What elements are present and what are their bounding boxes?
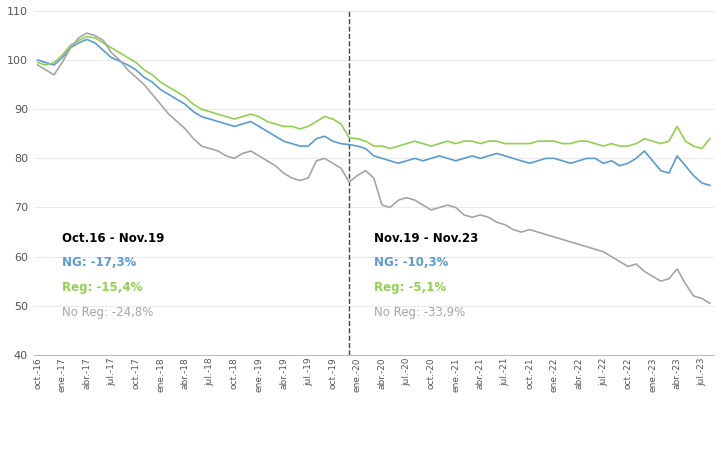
Asal. No Registrados bbox=[443, 202, 452, 208]
Asal. Registrados bbox=[140, 67, 149, 73]
Asal. Registrados bbox=[706, 136, 715, 142]
Text: No Reg: -24,8%: No Reg: -24,8% bbox=[62, 306, 154, 318]
Asal. No Registrados bbox=[33, 62, 42, 68]
Nivel General bbox=[82, 37, 91, 42]
Nivel General bbox=[33, 57, 42, 63]
Text: Nov.19 - Nov.23: Nov.19 - Nov.23 bbox=[373, 232, 478, 245]
Nivel General bbox=[566, 161, 575, 166]
Text: NG: -10,3%: NG: -10,3% bbox=[373, 257, 448, 269]
Text: No Reg: -33,9%: No Reg: -33,9% bbox=[373, 306, 465, 318]
Text: Reg: -15,4%: Reg: -15,4% bbox=[62, 281, 143, 294]
Asal. No Registrados bbox=[82, 30, 91, 36]
Asal. No Registrados bbox=[181, 126, 190, 131]
Nivel General bbox=[443, 156, 452, 161]
Nivel General bbox=[140, 75, 149, 80]
Asal. Registrados bbox=[451, 141, 460, 147]
Line: Asal. No Registrados: Asal. No Registrados bbox=[37, 33, 710, 303]
Nivel General bbox=[525, 161, 534, 166]
Asal. No Registrados bbox=[74, 35, 83, 40]
Line: Nivel General: Nivel General bbox=[37, 40, 710, 185]
Nivel General bbox=[706, 182, 715, 188]
Asal. No Registrados bbox=[706, 301, 715, 306]
Asal. Registrados bbox=[74, 38, 83, 43]
Asal. Registrados bbox=[181, 94, 190, 100]
Asal. Registrados bbox=[575, 138, 583, 144]
Asal. Registrados bbox=[386, 146, 394, 151]
Asal. No Registrados bbox=[525, 227, 534, 233]
Text: Oct.16 - Nov.19: Oct.16 - Nov.19 bbox=[62, 232, 164, 245]
Asal. No Registrados bbox=[566, 239, 575, 245]
Nivel General bbox=[74, 40, 83, 46]
Nivel General bbox=[181, 101, 190, 107]
Asal. Registrados bbox=[33, 60, 42, 65]
Asal. No Registrados bbox=[140, 82, 149, 87]
Line: Asal. Registrados: Asal. Registrados bbox=[37, 36, 710, 148]
Text: Reg: -5,1%: Reg: -5,1% bbox=[373, 281, 446, 294]
Asal. Registrados bbox=[82, 34, 91, 39]
Text: NG: -17,3%: NG: -17,3% bbox=[62, 257, 136, 269]
Asal. Registrados bbox=[534, 138, 542, 144]
